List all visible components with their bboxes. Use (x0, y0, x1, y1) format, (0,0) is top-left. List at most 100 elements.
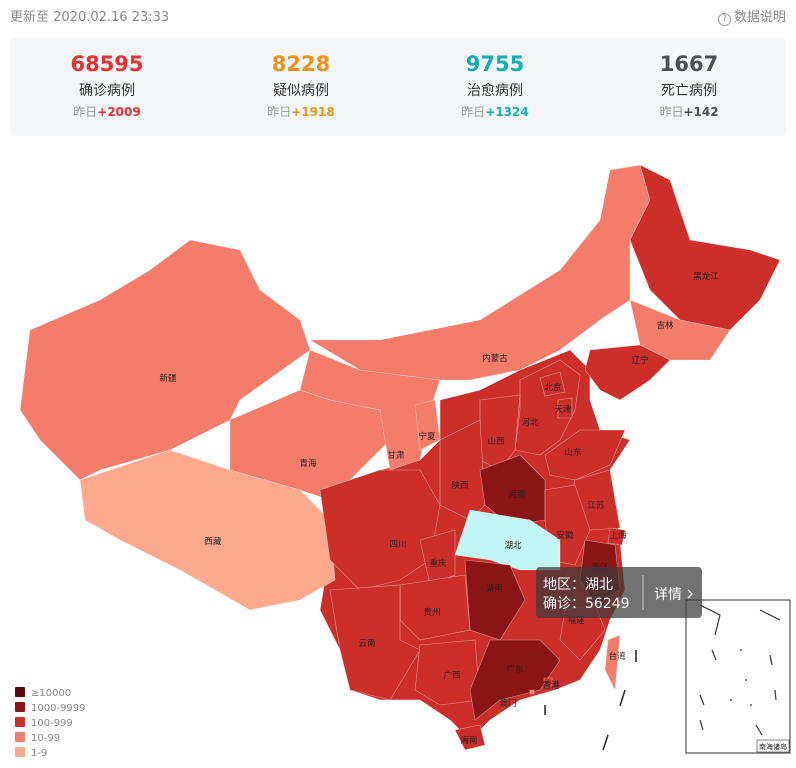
tooltip-box (536, 567, 702, 618)
region-label: 河南 (508, 489, 525, 500)
region[interactable] (414, 639, 481, 706)
legend-swatch (15, 717, 25, 727)
region-label: 辽宁 (631, 355, 648, 366)
stat-label: 确诊病例 (79, 83, 135, 99)
region-label: 四川 (389, 540, 406, 550)
region[interactable] (539, 371, 566, 397)
stats-panel: 68595 确诊病例 昨日+2009 8228 疑似病例 昨日+1918 9755 治愈病例昨… (10, 38, 786, 136)
tooltip-arrow (687, 589, 693, 599)
region-label: 西藏 (204, 536, 222, 547)
update-time: 更新至 2020.02.16 23:33 (10, 10, 170, 25)
region-label: 云南 (358, 638, 375, 649)
region-label: 山东 (564, 447, 581, 458)
stat-card: 8228 疑似病例昨日+1918 (204, 38, 398, 136)
legend-swatch (15, 747, 25, 757)
yesterday-label: 昨日 (461, 105, 486, 119)
stat-yesterday: 昨日+2009 (10, 103, 204, 120)
region-label: 黑龙江 (693, 271, 719, 282)
region[interactable] (557, 397, 573, 419)
region-label: 山西 (487, 436, 504, 447)
region[interactable] (514, 359, 581, 456)
region-label: 广东 (506, 664, 523, 675)
region-label: 河北 (521, 417, 539, 428)
stat-value: 1667 (659, 52, 719, 76)
stat-label: 治愈病例 (467, 83, 523, 99)
help-link[interactable]: ? 数据说明 (717, 6, 786, 26)
region[interactable] (329, 584, 421, 701)
yesterday-label: 昨日 (267, 105, 292, 119)
region-label: 陕西 (451, 480, 468, 491)
stat-card: 9755 治愈病例昨日+1324 (398, 38, 592, 136)
region-label: 甘肃 (387, 450, 405, 461)
region-label: 湖南 (485, 583, 502, 594)
region-label: 安徽 (556, 530, 574, 541)
yesterday-delta: +142 (683, 105, 719, 119)
region-label: 香港 (542, 680, 560, 691)
region-label: 宁夏 (418, 431, 436, 442)
region-label: 吉林 (656, 320, 674, 331)
region-label: 天津 (554, 404, 572, 415)
border-dashes (544, 650, 637, 751)
tooltip-region: 地区：湖北 (543, 577, 613, 593)
stat-label: 疑似病例 (273, 83, 329, 99)
region-label: 贵州 (423, 607, 440, 618)
inset-label: 南海诸岛 (759, 742, 787, 751)
yesterday-delta: +1918 (291, 105, 335, 119)
region[interactable] (469, 639, 561, 721)
region-label: 广西 (443, 670, 460, 681)
inset-nanhai (685, 599, 791, 754)
stat-yesterday: 昨日+1918 (204, 103, 398, 120)
tooltip-confirmed: 确诊：56249 (543, 596, 630, 612)
legend-label: 10-99 (31, 733, 60, 744)
yesterday-delta: +1324 (485, 105, 529, 119)
stat-card: 68595 确诊病例昨日+2009 (10, 38, 204, 136)
stat-yesterday: 昨日+142 (592, 103, 786, 120)
help-text[interactable]: 数据说明 (733, 10, 786, 25)
legend-swatch (15, 687, 25, 697)
stat-label: 死亡病例 (661, 83, 717, 99)
region-label: 重庆 (429, 558, 447, 569)
region-label: 台湾 (608, 651, 626, 662)
region[interactable] (543, 677, 553, 687)
legend-swatch (15, 702, 25, 712)
region-label: 湖北 (504, 541, 522, 551)
region-label: 新疆 (159, 373, 177, 384)
region[interactable] (79, 449, 336, 611)
yesterday-delta: +2009 (97, 105, 141, 119)
stat-value: 68595 (70, 52, 144, 76)
region[interactable] (419, 529, 456, 586)
region-label: 江苏 (587, 500, 605, 511)
region[interactable] (308, 164, 651, 381)
region[interactable] (454, 724, 486, 751)
legend-swatch (15, 732, 25, 742)
region[interactable] (529, 689, 535, 695)
tooltip-details[interactable]: 详情 (654, 587, 682, 603)
yesterday-label: 昨日 (73, 105, 98, 119)
region[interactable] (607, 527, 626, 546)
region-label: 澳门 (499, 698, 516, 709)
region-label: 海南 (460, 735, 477, 746)
region[interactable] (604, 634, 621, 692)
region[interactable] (629, 164, 781, 331)
legend-label: 1-9 (31, 748, 47, 759)
region-label: 上海 (609, 530, 627, 541)
region-label: 内蒙古 (482, 353, 508, 364)
region[interactable] (454, 509, 561, 571)
legend-label: 1000-9999 (31, 703, 86, 714)
region-label: 青海 (299, 458, 317, 469)
legend-label: ≥10000 (31, 688, 71, 699)
region[interactable] (584, 344, 671, 401)
region-label: 福建 (567, 615, 585, 626)
stat-card: 1667 死亡病例昨日+142 (592, 38, 786, 136)
legend-label: 100-999 (31, 718, 73, 729)
region[interactable] (19, 239, 311, 481)
region[interactable] (544, 429, 626, 481)
region-label: 北京 (544, 382, 561, 393)
stat-value: 9755 (465, 52, 525, 76)
stat-value: 8228 (271, 52, 331, 76)
stat-yesterday: 昨日+1324 (398, 103, 592, 120)
yesterday-label: 昨日 (659, 105, 684, 119)
